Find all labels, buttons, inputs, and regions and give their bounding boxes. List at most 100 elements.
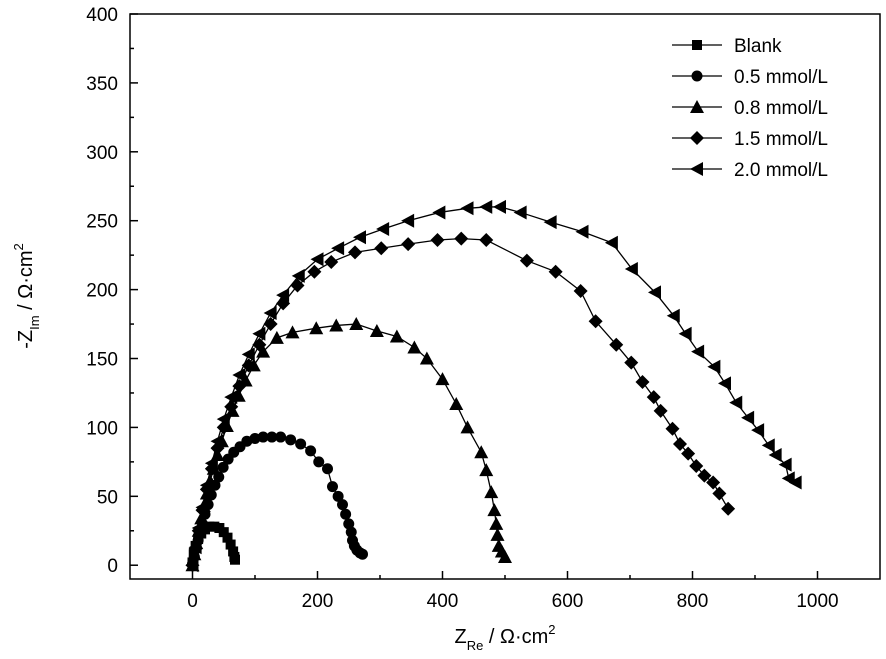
triangle-left-marker [729,395,743,410]
triangle-up-marker [389,329,404,343]
diamond-marker [430,233,445,247]
triangle-left-marker [376,221,390,236]
triangle-left-marker [232,368,246,383]
triangle-left-marker [690,162,703,176]
square-marker [692,40,702,50]
triangle-left-marker [331,241,345,256]
diamond-marker [519,253,534,268]
diamond-marker [548,264,563,279]
legend: Blank 0.5 mmol/L 0.8 mmol/L 1.5 mmol/L 2.0 m… [672,36,828,181]
circle-marker [295,438,307,450]
triangle-left-marker [263,306,277,321]
triangle-up-marker [449,396,464,410]
triangle-left-marker [224,390,238,405]
triangle-left-marker [493,199,506,214]
triangle-left-marker [479,199,493,214]
legend-label: Blank [734,36,782,57]
circle-marker [249,432,261,444]
circle-marker [266,431,278,443]
triangle-left-marker [195,500,209,515]
legend-entry: Blank [672,36,782,57]
triangle-up-marker [435,372,450,386]
triangle-left-marker [741,410,755,425]
diamond-marker [307,264,322,279]
legend-entry: 0.8 mmol/L [672,98,828,119]
legend-entry: 2.0 mmol/L [672,160,828,181]
triangle-left-marker [185,558,199,573]
triangle-left-marker [691,344,705,359]
circle-marker [340,508,352,520]
triangle-left-marker [460,201,474,216]
diamond-marker [401,237,416,252]
y-tick-label: 350 [86,74,118,95]
square-marker [222,532,233,543]
diamond-marker [653,403,668,418]
diamond-marker [706,475,721,490]
triangle-left-marker [432,205,446,220]
legend-label: 1.5 mmol/L [734,129,828,150]
x-tick-label: 0 [187,591,198,612]
circle-marker [257,431,269,443]
triangle-left-marker [310,252,324,267]
triangle-left-marker [751,423,765,438]
triangle-left-marker [210,434,224,449]
y-tick-label: 200 [86,281,118,302]
triangle-up-marker [407,340,422,354]
triangle-left-marker [191,521,205,536]
triangle-up-marker [256,344,271,358]
x-tick-label: 400 [427,591,459,612]
circle-marker [337,499,348,511]
series-2-0-mmol-l [185,199,802,573]
triangle-left-marker [678,326,692,341]
diamond-marker [573,283,588,298]
diamond-marker [588,314,603,329]
triangle-left-marker [666,308,680,323]
triangle-left-marker [761,438,775,453]
series-line [191,237,729,566]
x-tick-label: 1000 [796,591,838,612]
diamond-marker [721,501,736,516]
circle-marker [345,526,357,538]
diamond-marker [689,459,704,473]
triangle-up-marker [690,100,704,113]
triangle-up-marker [487,503,502,517]
y-tick-label: 50 [97,487,118,508]
plot-marks [185,199,802,573]
triangle-left-marker [513,205,527,220]
x-axis-title: ZRe / Ω·cm2 [454,622,555,653]
triangle-left-marker [252,326,266,341]
circle-marker [691,70,703,82]
diamond-marker [646,390,661,405]
square-marker [228,546,239,557]
triangle-left-marker [241,347,255,362]
diamond-marker [609,337,624,352]
triangle-left-marker [624,261,638,276]
triangle-left-marker [718,376,731,391]
triangle-up-marker [285,325,300,339]
triangle-left-marker [604,235,618,250]
triangle-left-marker [778,457,792,472]
circle-marker [322,463,333,475]
diamond-marker [635,374,650,389]
square-marker [225,539,236,550]
circle-marker [285,434,297,446]
y-tick-label: 400 [86,5,118,26]
diamond-marker [324,255,339,270]
legend-entry: 0.5 mmol/L [672,67,828,88]
diamond-marker [712,486,727,501]
circle-marker [305,445,317,457]
diamond-marker [454,231,469,246]
diamond-marker [673,436,687,451]
triangle-up-marker [369,323,384,337]
x-tick-label: 800 [677,591,709,612]
triangle-left-marker [216,412,230,427]
diamond-marker [690,131,704,145]
triangle-up-marker [489,516,504,530]
triangle-left-marker [204,456,218,471]
triangle-up-marker [329,318,344,332]
diamond-marker [624,355,639,370]
triangle-left-marker [543,215,557,230]
triangle-up-marker [419,351,434,365]
y-axis-title: -ZIm / Ω·cm2 [11,243,42,349]
triangle-left-marker [276,288,290,303]
